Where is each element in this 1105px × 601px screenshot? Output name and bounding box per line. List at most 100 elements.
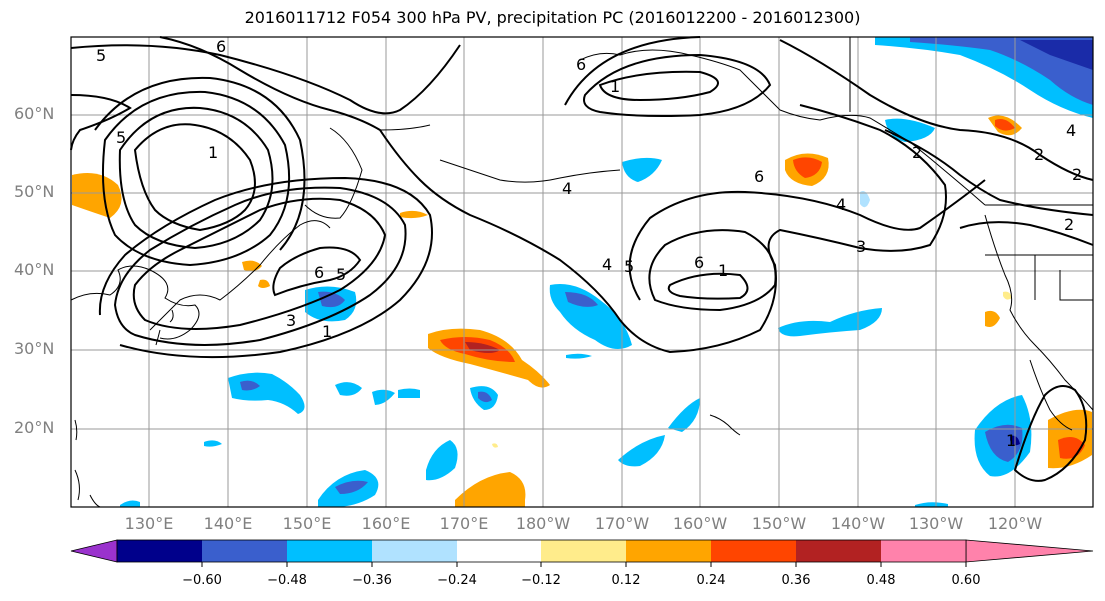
lon-label: 130°W — [908, 514, 964, 533]
philippines — [74, 469, 101, 508]
shade-positive — [455, 472, 526, 507]
colorbar-tick-label: 0.36 — [781, 573, 811, 588]
pv-contours — [70, 36, 1094, 482]
shade-negative — [228, 372, 305, 414]
shade-positive — [492, 443, 498, 448]
shade-negative — [1020, 40, 1093, 70]
lon-label: 140°E — [203, 514, 253, 533]
colorbar-tick-label: 0.12 — [611, 573, 641, 588]
colorbar-segment — [457, 540, 541, 562]
kamchatka — [304, 127, 363, 219]
lon-label: 150°E — [282, 514, 332, 533]
shade-negative — [566, 353, 592, 359]
lat-label: 50°N — [14, 182, 55, 201]
contour-label: 5 — [336, 265, 346, 284]
contour-label: 5 — [96, 46, 106, 65]
lon-label: 160°E — [361, 514, 411, 533]
colorbar-tick-label: −0.60 — [182, 573, 222, 588]
contour-label: 1 — [322, 322, 332, 341]
colorbar-segment — [881, 540, 966, 562]
map-title: 2016011712 F054 300 hPa PV, precipitatio… — [244, 8, 861, 27]
colorbar-segment — [287, 540, 372, 562]
lat-label: 40°N — [14, 260, 55, 279]
colorbar-tick-label: 0.48 — [866, 573, 896, 588]
lat-label: 60°N — [14, 104, 55, 123]
colorbar-segment — [372, 540, 457, 562]
hawaii — [709, 414, 741, 436]
na-west-coast — [984, 214, 1094, 411]
map-field: 5 6 5 1 6 5 3 1 4 6 5 4 1 6 4 3 1 6 2 4 … — [70, 36, 1094, 508]
lon-label: 150°W — [751, 514, 807, 533]
colorbar-tick-label: −0.36 — [352, 573, 392, 588]
coastlines — [70, 37, 1094, 508]
precip-shading — [72, 37, 1093, 507]
lat-label: 20°N — [14, 418, 55, 437]
contour-label: 3 — [856, 237, 866, 256]
colorbar-extend-high — [965, 539, 1094, 563]
lon-label: 170°W — [594, 514, 650, 533]
us-states — [985, 254, 1093, 301]
shade-positive — [793, 157, 822, 178]
gridlines — [71, 37, 1093, 507]
shade-negative — [565, 292, 598, 307]
shade-negative — [618, 435, 665, 467]
lon-label: 170°E — [439, 514, 489, 533]
contour-label: 6 — [314, 263, 324, 282]
contour-label: 6 — [216, 37, 226, 56]
shade-negative — [622, 157, 662, 182]
contour-label: 2 — [1034, 145, 1044, 164]
contour-label: 4 — [562, 179, 572, 198]
shade-negative — [120, 500, 140, 507]
colorbar-segment — [117, 540, 202, 562]
contour-label: 1 — [1006, 431, 1016, 450]
contour-label: 1 — [718, 261, 728, 280]
contour-label: 1 — [610, 77, 620, 96]
contour-label-group: 5 6 5 1 6 5 3 1 4 6 5 4 1 6 4 3 1 6 2 4 … — [96, 37, 1082, 450]
colorbar-segment — [626, 540, 711, 562]
colorbar-segment — [202, 540, 287, 562]
contour-label: 1 — [208, 143, 218, 162]
colorbar-extend-low — [70, 539, 118, 563]
colorbar-segment — [796, 540, 881, 562]
lon-label: 180°W — [515, 514, 571, 533]
shade-negative — [426, 440, 458, 481]
contour-label: 2 — [912, 143, 922, 162]
shade-negative — [204, 440, 222, 447]
shade-negative — [240, 380, 260, 391]
lon-label: 140°W — [830, 514, 886, 533]
contour-label: 6 — [694, 253, 704, 272]
shade-negative — [915, 502, 948, 507]
colorbar-tick-label: −0.48 — [267, 573, 307, 588]
canada-border — [849, 37, 1093, 206]
shade-negative — [335, 480, 368, 494]
colorbar-tick-label: −0.24 — [437, 573, 477, 588]
lon-label: 120°W — [987, 514, 1043, 533]
shade-negative — [778, 308, 882, 337]
shade-negative — [478, 391, 492, 403]
shade-positive — [72, 172, 122, 218]
colorbar-segment — [541, 540, 626, 562]
contour-label: 4 — [836, 195, 846, 214]
shade-negative — [910, 37, 1093, 105]
lon-label: 130°E — [124, 514, 174, 533]
korea-japan — [149, 220, 331, 331]
colorbar-segment — [711, 540, 796, 562]
colorbar-ticks — [201, 562, 967, 567]
colorbar-tick-label: −0.12 — [521, 573, 561, 588]
colorbar — [70, 539, 1094, 567]
shade-positive — [258, 279, 270, 288]
shade-positive — [1003, 291, 1012, 300]
aleutians — [379, 124, 621, 183]
shade-negative — [335, 382, 362, 396]
contour-label: 2 — [1064, 215, 1074, 234]
shade-negative — [860, 191, 870, 208]
contour-label: 5 — [116, 128, 126, 147]
colorbar-tick-label: 0.60 — [951, 573, 981, 588]
contour-label: 4 — [1066, 121, 1076, 140]
shade-negative — [398, 388, 420, 398]
baja — [1029, 359, 1073, 431]
contour-label: 6 — [754, 167, 764, 186]
shade-positive — [985, 310, 1000, 327]
map-frame — [70, 36, 1094, 508]
shade-positive — [995, 119, 1015, 131]
